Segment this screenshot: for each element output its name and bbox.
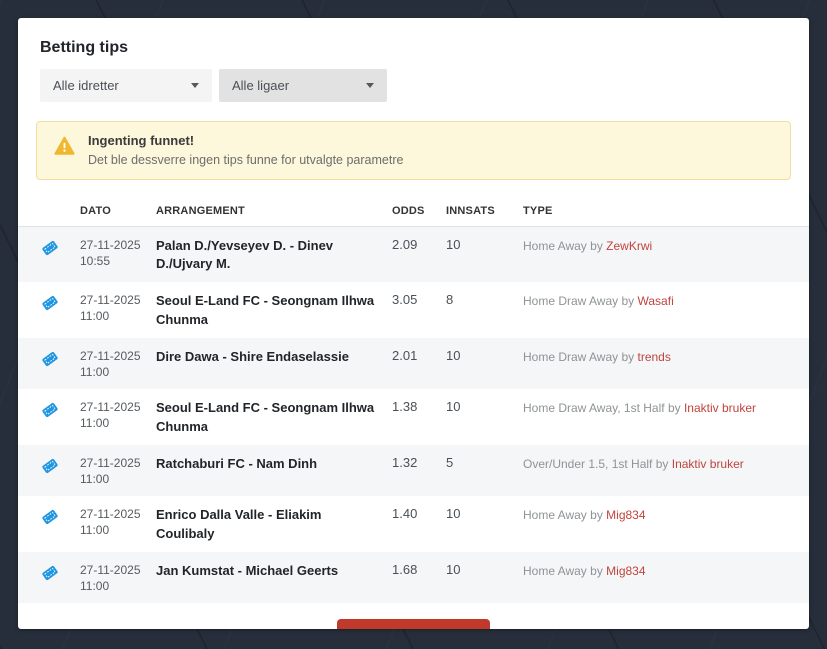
- league-filter-label: Alle ligaer: [232, 78, 290, 93]
- table-row: 27-11-2025 11:00 Dire Dawa - Shire Endas…: [18, 337, 809, 390]
- tip-event: Seoul E-Land FC - Seongnam Ilhwa Chunma: [156, 400, 375, 434]
- tip-odds: 2.01: [392, 347, 418, 363]
- page-title: Betting tips: [40, 39, 128, 56]
- tip-date: 27-11-2025: [80, 562, 141, 577]
- tip-date: 27-11-2025: [80, 237, 141, 252]
- tip-stake: 10: [446, 561, 461, 577]
- tipster-link[interactable]: Inaktiv bruker: [671, 456, 744, 471]
- table-row: 27-11-2025 11:00 Enrico Dalla Valle - El…: [18, 496, 809, 551]
- ticket-icon: [40, 456, 72, 476]
- tip-odds: 1.40: [392, 506, 418, 522]
- tip-type-text: Home Draw Away by: [523, 349, 635, 364]
- league-filter-dropdown[interactable]: Alle ligaer: [219, 69, 387, 102]
- tip-type-text: Home Away by: [523, 563, 603, 578]
- tip-date: 27-11-2025: [80, 293, 141, 308]
- no-results-alert: Ingenting funnet! Det ble dessverre inge…: [36, 121, 791, 180]
- column-header-innsats: INNSATS: [446, 198, 523, 227]
- tip-time: 10:55: [80, 253, 111, 268]
- tip-type-text: Over/Under 1.5, 1st Half by: [523, 456, 669, 471]
- tip-event: Dire Dawa - Shire Endaselassie: [156, 348, 349, 364]
- column-header-arrangement: ARRANGEMENT: [156, 198, 392, 227]
- tipster-link[interactable]: trends: [637, 349, 671, 364]
- sport-filter-label: Alle idretter: [53, 78, 119, 93]
- tip-time: 11:00: [80, 523, 110, 538]
- tip-time: 11:00: [80, 578, 110, 593]
- tips-table: DATO ARRANGEMENT ODDS INNSATS TYPE: [18, 198, 809, 604]
- tip-event: Jan Kumstat - Michael Geerts: [156, 562, 339, 578]
- table-row: 27-11-2025 11:00 Ratchaburi FC - Nam Din…: [18, 444, 809, 497]
- caret-down-icon: [191, 83, 199, 88]
- tip-type-text: Home Draw Away by: [523, 294, 635, 309]
- tip-event: Seoul E-Land FC - Seongnam Ilhwa Chunma: [156, 293, 375, 327]
- tip-time: 11:00: [80, 471, 110, 486]
- ticket-icon: [40, 238, 72, 258]
- tips-table-section: DATO ARRANGEMENT ODDS INNSATS TYPE: [18, 198, 809, 604]
- tip-stake: 8: [446, 292, 454, 308]
- tip-stake: 10: [446, 506, 461, 522]
- tip-stake: 10: [446, 347, 461, 363]
- tip-odds: 1.32: [392, 454, 418, 470]
- tip-odds: 1.38: [392, 399, 418, 415]
- tip-odds: 1.68: [392, 561, 418, 577]
- tip-date: 27-11-2025: [80, 400, 141, 415]
- ticket-icon: [40, 293, 72, 313]
- tip-odds: 2.09: [392, 236, 418, 252]
- sport-filter-dropdown[interactable]: Alle idretter: [40, 69, 212, 102]
- table-row: 27-11-2025 11:00 Seoul E-Land FC - Seong…: [18, 389, 809, 444]
- warning-triangle-icon: [54, 136, 75, 155]
- table-row: 27-11-2025 11:00 Jan Kumstat - Michael G…: [18, 551, 809, 604]
- alert-text: Ingenting funnet! Det ble dessverre inge…: [88, 132, 403, 169]
- tip-stake: 10: [446, 236, 461, 252]
- tip-stake: 5: [446, 454, 454, 470]
- tipster-link[interactable]: Mig834: [606, 563, 646, 578]
- table-row: 27-11-2025 10:55 Palan D./Yevseyev D. - …: [18, 226, 809, 283]
- tip-event: Palan D./Yevseyev D. - Dinev D./Ujvary M…: [156, 237, 334, 272]
- tipster-link[interactable]: ZewKrwi: [606, 238, 653, 253]
- tip-odds: 3.05: [392, 292, 418, 308]
- tip-type-text: Home Draw Away, 1st Half by: [523, 401, 681, 416]
- ticket-icon: [40, 349, 72, 369]
- tips-table-body: 27-11-2025 10:55 Palan D./Yevseyev D. - …: [18, 226, 809, 604]
- card-header-section: Betting tips Alle idretter Alle ligaer: [18, 18, 809, 180]
- column-header-icon: [18, 198, 80, 227]
- tip-event: Enrico Dalla Valle - Eliakim Coulibaly: [156, 507, 322, 541]
- alert-title: Ingenting funnet!: [88, 133, 195, 148]
- betting-tips-card: Betting tips Alle idretter Alle ligaer: [18, 18, 809, 629]
- tip-date: 27-11-2025: [80, 507, 141, 522]
- tip-date: 27-11-2025: [80, 455, 141, 470]
- alert-message: Det ble dessverre ingen tips funne for u…: [88, 152, 404, 167]
- tipster-link[interactable]: Wasafi: [637, 294, 674, 309]
- filter-bar: Alle idretter Alle ligaer: [40, 69, 787, 102]
- column-header-dato: DATO: [80, 198, 156, 227]
- tip-type-text: Home Away by: [523, 508, 603, 523]
- tip-stake: 10: [446, 399, 461, 415]
- tip-type-text: Home Away by: [523, 238, 603, 253]
- tip-time: 11:00: [80, 416, 110, 431]
- caret-down-icon: [366, 83, 374, 88]
- view-all-tips-button[interactable]: Vis alle betting tips: [337, 619, 490, 629]
- tip-time: 11:00: [80, 309, 110, 324]
- ticket-icon: [40, 400, 72, 420]
- table-row: 27-11-2025 11:00 Seoul E-Land FC - Seong…: [18, 282, 809, 337]
- column-header-type: TYPE: [523, 198, 809, 227]
- tipster-link[interactable]: Mig834: [606, 508, 646, 523]
- ticket-icon: [40, 507, 72, 527]
- tip-date: 27-11-2025: [80, 348, 141, 363]
- ticket-icon: [40, 563, 72, 583]
- tipster-link[interactable]: Inaktiv bruker: [683, 401, 756, 416]
- column-header-odds: ODDS: [392, 198, 446, 227]
- tips-table-header: DATO ARRANGEMENT ODDS INNSATS TYPE: [18, 198, 809, 227]
- tip-event: Ratchaburi FC - Nam Dinh: [156, 455, 318, 471]
- tip-time: 11:00: [80, 364, 110, 379]
- footer-actions: Vis alle betting tips: [18, 603, 809, 629]
